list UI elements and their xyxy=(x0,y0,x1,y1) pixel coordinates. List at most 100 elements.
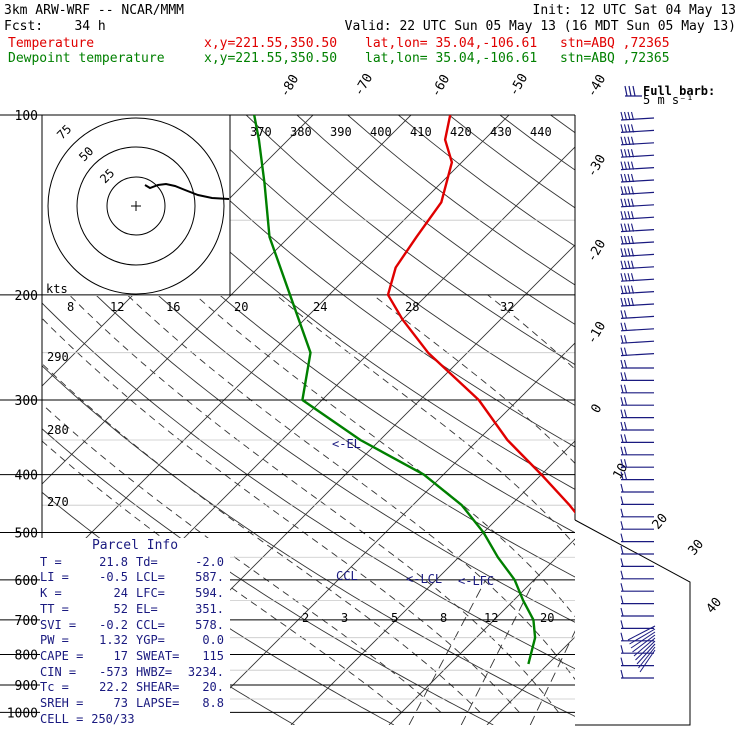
wind-barb-flag xyxy=(620,446,624,455)
dry-adiabat xyxy=(499,115,575,171)
parcel-param-name: LFC= xyxy=(136,586,165,601)
wind-legend-label: Full barb: xyxy=(643,84,715,98)
wind-barb-flag xyxy=(630,149,635,158)
init-time: Init: 12 UTC Sat 04 May 13 xyxy=(532,3,737,18)
parcel-param-name: SWEAT= xyxy=(136,648,180,663)
parcel-param-name: CCL= xyxy=(136,617,165,632)
wind-barb-flag xyxy=(620,285,624,294)
level-marker-label: <-EL xyxy=(332,437,361,451)
parcel-param-name: T = xyxy=(40,554,62,569)
wind-barb-flag xyxy=(623,459,628,468)
wind-barb-flag xyxy=(623,446,628,455)
wind-barb-flag xyxy=(627,285,631,294)
parcel-param-name: LAPSE= xyxy=(136,696,180,711)
parcel-param-value: 0.0 xyxy=(202,633,224,648)
wind-barb-flag xyxy=(620,657,624,666)
parcel-param-value: 24 xyxy=(113,586,128,601)
parcel-param-value: 20. xyxy=(202,680,224,695)
wind-barb-flag xyxy=(623,260,628,269)
hodograph-ring xyxy=(106,176,166,236)
wind-barb-flag xyxy=(627,248,631,257)
parcel-param-value: 594. xyxy=(195,586,224,601)
series-layer xyxy=(253,115,575,665)
parcel-row: CELL = 250/33 xyxy=(40,712,230,728)
wind-legend-units: 5 m s⁻¹ xyxy=(643,93,694,107)
wind-barb-flag xyxy=(630,173,635,183)
wind-barb-flag xyxy=(627,124,631,133)
pressure-tick-label: 100 xyxy=(15,109,38,124)
moist-adiabat xyxy=(194,294,575,618)
parcel-param-value: 250/33 xyxy=(84,711,135,726)
wind-barb-staff xyxy=(635,640,656,661)
wind-barb-flag xyxy=(630,273,635,282)
right-skew-border xyxy=(574,519,691,726)
parcel-param-name: CIN = xyxy=(40,664,77,679)
wind-barb-flag xyxy=(623,397,628,406)
wind-barb-flag xyxy=(623,297,628,307)
wind-barb-flag xyxy=(623,285,628,294)
wind-barb-flag xyxy=(628,85,632,97)
isotherm-line xyxy=(192,342,575,725)
parcel-param-value: 587. xyxy=(195,570,224,585)
hodograph-speed-label: 12 xyxy=(110,300,124,314)
wind-barb-flag xyxy=(620,409,624,418)
wind-barb-flag xyxy=(623,186,628,195)
temperature-tick-label: -50 xyxy=(506,71,531,99)
hodograph-speed-label: 32 xyxy=(500,300,514,314)
theta-label: 290 xyxy=(47,350,69,364)
parcel-param-name: CELL = xyxy=(40,711,84,726)
moist-adiabat xyxy=(42,317,520,713)
wind-barb-flag xyxy=(620,583,624,592)
wind-barb-staff xyxy=(629,628,656,645)
pressure-tick-label: 900 xyxy=(15,679,38,694)
parcel-info-rows: T = 21.8 Td= -2.0 LI = -0.5 LCL= 587. K = 24 LFC= 5… xyxy=(40,555,230,728)
mixing-ratio-line xyxy=(597,580,662,725)
parcel-row: TT = 52 EL= 351. xyxy=(40,602,230,618)
wind-barb-flag xyxy=(620,372,624,381)
parcel-param-value: 3234. xyxy=(187,664,224,679)
wind-barb-flag xyxy=(620,459,624,468)
level-marker-label: CCL xyxy=(336,569,358,583)
wind-barb-flag xyxy=(620,136,624,145)
dry-adiabat xyxy=(703,115,740,725)
parcel-row: K = 24 LFC= 594. xyxy=(40,586,230,602)
dry-adiabat xyxy=(42,365,575,717)
hodograph-speed-label: 8 xyxy=(67,300,74,314)
moist-adiabat xyxy=(68,294,559,713)
dry-adiabat xyxy=(398,115,575,247)
theta-label: 390 xyxy=(330,125,352,139)
wind-barb-flag xyxy=(627,273,631,282)
dewpoint-xy: x,y=221.55,350.50 xyxy=(204,51,338,66)
wind-barb-flag xyxy=(623,335,628,344)
wind-barb-flag xyxy=(620,310,624,319)
wind-barb-staff xyxy=(630,631,656,649)
wind-barb-flag xyxy=(620,421,624,431)
wind-barb-flag xyxy=(620,620,624,629)
parcel-param-value: 1.32 xyxy=(99,633,128,648)
wind-barb-flag xyxy=(630,111,635,121)
dewpoint-legend-label: Dewpoint temperature xyxy=(8,51,165,66)
wind-barb-flag xyxy=(630,161,635,170)
parcel-param-name: HWBZ= xyxy=(136,664,173,679)
theta-label: 370 xyxy=(250,125,272,139)
wind-barb-flag xyxy=(627,186,631,195)
parcel-info-panel: Parcel Info T = 21.8 Td= -2.0 LI = -0.5 LCL= 58… xyxy=(40,538,230,728)
dry-adiabat xyxy=(550,115,575,134)
wind-barb-flag xyxy=(630,186,635,195)
theta-label: 400 xyxy=(370,125,392,139)
level-marker-label: <-LFC xyxy=(458,574,494,588)
wind-barb-flag xyxy=(620,521,624,530)
parcel-param-value: -2.0 xyxy=(195,554,224,569)
dry-adiabat xyxy=(652,115,740,725)
parcel-param-value: 22.2 xyxy=(99,680,128,695)
parcel-param-value: 115 xyxy=(202,648,224,663)
temperature-profile xyxy=(386,115,575,514)
wind-barb-flag xyxy=(623,421,628,431)
wind-barb-flag xyxy=(620,223,624,232)
wind-barb-flag xyxy=(620,235,624,245)
wind-barb-flag xyxy=(620,508,624,517)
level-marker-label: <-LCL xyxy=(406,572,442,586)
temperature-tick-label: -40 xyxy=(584,72,609,100)
dry-adiabat xyxy=(93,115,575,490)
